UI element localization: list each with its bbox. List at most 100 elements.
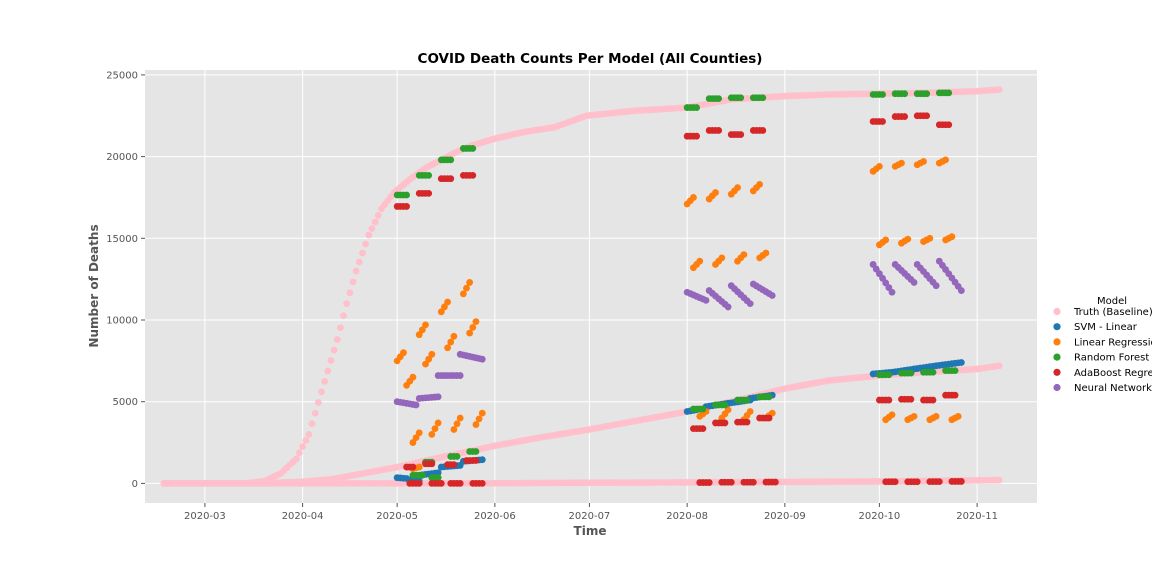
truth-point	[352, 267, 360, 275]
truth-point	[368, 225, 376, 232]
prediction-point	[907, 369, 915, 377]
prediction-point	[768, 292, 776, 299]
legend: Model Truth (Baseline) SVM - Linear Linear…	[1053, 296, 1152, 394]
prediction-point	[418, 326, 426, 334]
x-tick-label: 2020-05	[376, 511, 418, 522]
prediction-point	[459, 290, 467, 298]
series-random-forest	[393, 89, 959, 482]
data-points	[160, 86, 1003, 487]
legend-marker	[1053, 323, 1061, 331]
prediction-point	[901, 113, 909, 120]
prediction-point	[472, 421, 480, 428]
prediction-point	[907, 395, 915, 403]
prediction-point	[478, 409, 486, 417]
prediction-point	[737, 131, 745, 138]
prediction-point	[469, 171, 477, 179]
prediction-point	[765, 414, 773, 422]
prediction-point	[444, 344, 451, 352]
prediction-point	[727, 478, 735, 486]
legend-title: Model	[1097, 296, 1127, 307]
prediction-point	[441, 303, 448, 311]
prediction-point	[444, 298, 451, 306]
truth-point	[337, 324, 344, 332]
prediction-point	[693, 104, 700, 111]
truth-point	[374, 212, 382, 219]
prediction-point	[456, 414, 464, 422]
legend-entry-label: Linear Regressio	[1074, 337, 1152, 348]
prediction-point	[475, 415, 483, 423]
truth-point	[321, 378, 329, 385]
prediction-point	[923, 112, 931, 120]
legend-entry-label: Truth (Baseline)	[1073, 307, 1152, 318]
legend-entry-label: SVM - Linear	[1074, 322, 1138, 333]
prediction-point	[412, 401, 420, 409]
chart-title: COVID Death Counts Per Model (All Counti…	[418, 51, 763, 67]
truth-point	[305, 430, 313, 438]
x-tick-label: 2020-09	[764, 511, 806, 522]
prediction-point	[478, 456, 486, 464]
prediction-point	[409, 439, 417, 446]
truth-point	[324, 367, 332, 375]
legend-marker	[1053, 383, 1061, 392]
prediction-point	[425, 189, 433, 197]
prediction-point	[702, 296, 710, 304]
prediction-point	[690, 194, 697, 201]
prediction-point	[935, 478, 943, 485]
prediction-point	[942, 156, 949, 164]
prediction-point	[718, 254, 726, 262]
prediction-point	[425, 171, 433, 179]
truth-point	[333, 336, 341, 344]
prediction-point	[469, 145, 477, 152]
prediction-point	[696, 257, 704, 265]
prediction-point	[478, 479, 486, 487]
truth-point	[995, 362, 1003, 370]
truth-point	[995, 476, 1003, 484]
prediction-point	[879, 91, 886, 98]
prediction-point	[746, 300, 754, 308]
prediction-point	[929, 368, 937, 376]
prediction-point	[951, 391, 959, 399]
x-tick-label: 2020-11	[956, 511, 998, 522]
prediction-point	[901, 90, 909, 98]
prediction-point	[434, 419, 442, 427]
plot-area	[145, 70, 1037, 503]
prediction-point	[910, 279, 918, 286]
prediction-point	[737, 94, 745, 102]
prediction-point	[898, 159, 905, 167]
prediction-point	[724, 406, 732, 414]
prediction-point	[712, 189, 719, 196]
truth-point	[314, 399, 322, 406]
prediction-point	[409, 373, 417, 381]
prediction-point	[434, 474, 442, 482]
prediction-point	[743, 396, 751, 404]
x-tick-label: 2020-03	[184, 511, 226, 522]
truth-point	[296, 449, 303, 457]
prediction-point	[450, 426, 458, 433]
prediction-point	[957, 287, 965, 294]
legend-marker	[1053, 307, 1061, 316]
prediction-point	[926, 234, 934, 242]
prediction-point	[699, 405, 707, 413]
prediction-point	[450, 332, 458, 340]
prediction-point	[415, 479, 423, 487]
prediction-point	[888, 411, 896, 419]
truth-point	[340, 312, 347, 320]
prediction-point	[888, 288, 896, 296]
legend-entry-label: Random Forest	[1074, 353, 1149, 364]
prediction-point	[885, 396, 893, 404]
prediction-point	[768, 409, 776, 417]
prediction-point	[472, 318, 480, 326]
prediction-point	[891, 478, 899, 486]
truth-point	[308, 420, 316, 428]
prediction-point	[771, 478, 779, 486]
prediction-point	[400, 349, 407, 357]
prediction-point	[693, 132, 700, 140]
x-tick-label: 2020-07	[569, 511, 611, 522]
truth-point	[299, 443, 306, 451]
prediction-point	[456, 372, 464, 379]
prediction-point	[923, 90, 931, 98]
y-tick-label: 10000	[106, 315, 138, 326]
prediction-point	[876, 163, 883, 170]
prediction-point	[957, 359, 965, 366]
prediction-point	[913, 478, 921, 486]
